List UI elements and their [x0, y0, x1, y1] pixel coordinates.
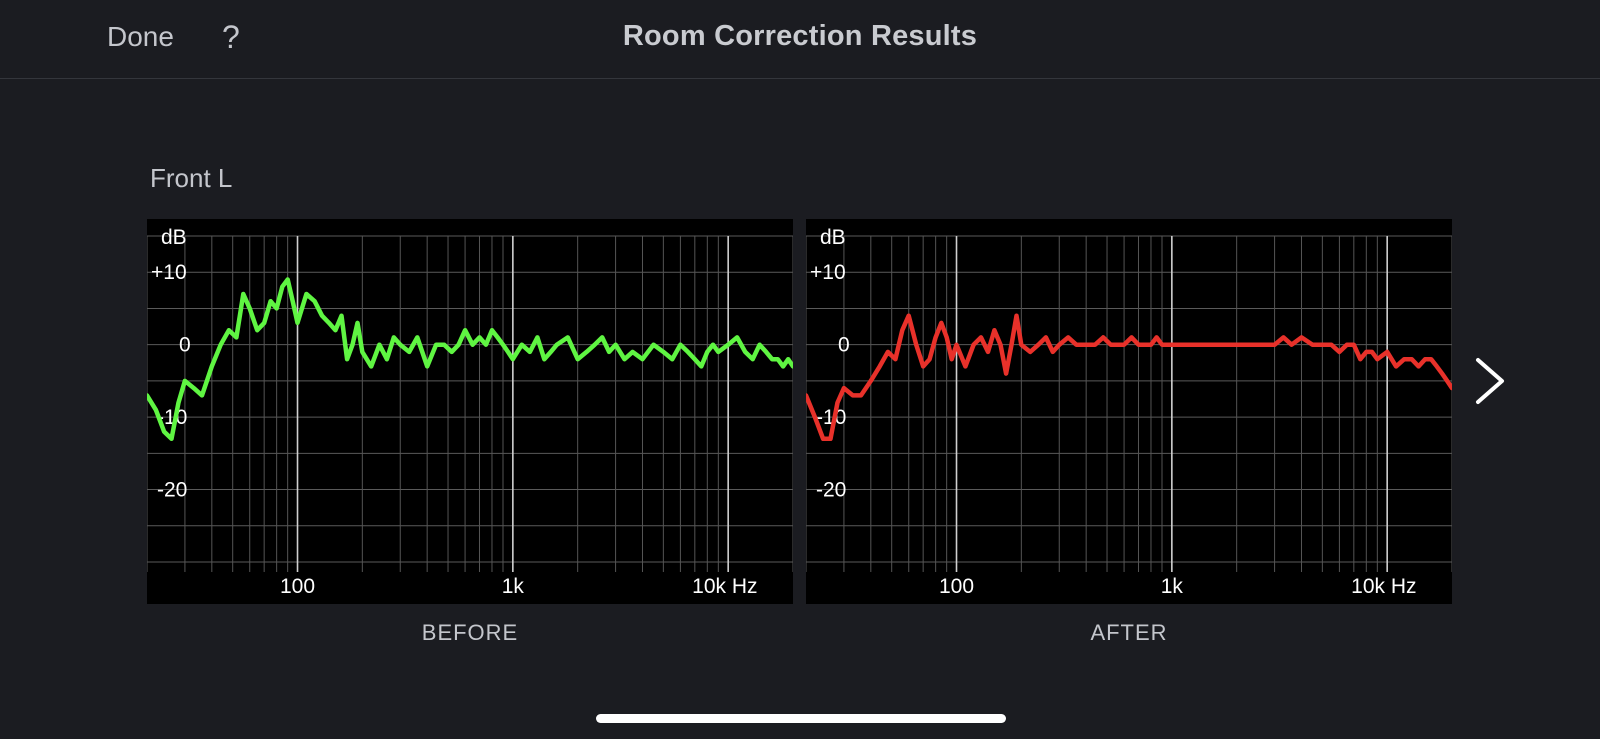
y-tick-label: +10	[151, 261, 187, 284]
home-indicator	[596, 714, 1006, 723]
chevron-right-icon[interactable]	[1470, 356, 1510, 406]
x-tick-label: 10k Hz	[692, 575, 757, 598]
y-tick-label: -20	[157, 479, 187, 502]
speaker-label: Front L	[150, 163, 233, 193]
top-bar: Done ? Room Correction Results	[0, 0, 1600, 79]
done-button[interactable]: Done	[107, 21, 174, 52]
y-tick-label: -10	[816, 406, 846, 429]
after-caption: AFTER	[1090, 620, 1168, 645]
y-tick-label: -20	[816, 479, 846, 502]
y-unit-label: dB	[161, 226, 187, 249]
y-unit-label: dB	[820, 226, 846, 249]
y-tick-label: -10	[157, 406, 187, 429]
after-graph: dB +10 0 -10 -20 100 1k 10k Hz	[806, 219, 1452, 604]
before-response-line	[147, 277, 793, 442]
x-tick-label: 10k Hz	[1351, 575, 1416, 598]
y-tick-label: 0	[838, 334, 850, 357]
x-tick-label: 1k	[502, 575, 525, 598]
after-response-line	[806, 313, 1452, 442]
page-title: Room Correction Results	[622, 20, 978, 52]
x-tick-label: 100	[939, 575, 974, 598]
before-caption: BEFORE	[421, 620, 519, 645]
before-graph: dB +10 0 -10 -20 100 1k 10k Hz	[147, 219, 793, 604]
x-tick-label: 1k	[1161, 575, 1184, 598]
y-tick-label: +10	[810, 261, 846, 284]
x-tick-label: 100	[280, 575, 315, 598]
y-tick-label: 0	[179, 334, 191, 357]
help-button[interactable]: ?	[222, 19, 240, 55]
